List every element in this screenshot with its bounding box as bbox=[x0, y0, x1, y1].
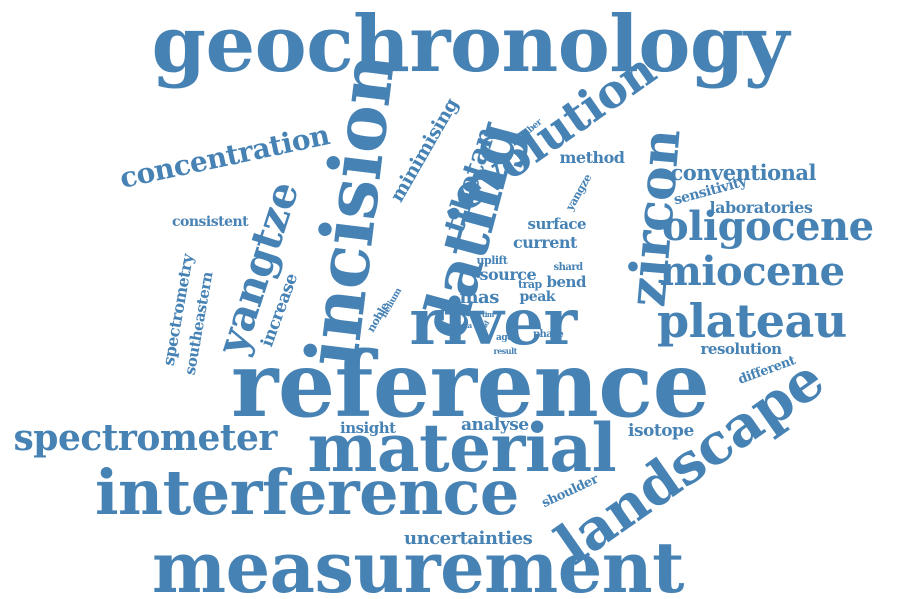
word-phase: phase bbox=[533, 329, 564, 340]
word-consistent: consistent bbox=[172, 214, 249, 230]
word-tim: tim bbox=[482, 309, 494, 319]
word-plateau: plateau bbox=[657, 294, 847, 348]
word-interference: interference bbox=[95, 456, 519, 529]
word-laboratories: laboratories bbox=[709, 198, 813, 217]
word-incision: incision bbox=[288, 48, 411, 372]
word-current: current bbox=[513, 233, 577, 252]
word-isotope: isotope bbox=[628, 420, 694, 441]
word-conventional: conventional bbox=[670, 159, 817, 185]
word-oligocene: oligocene bbox=[662, 203, 874, 250]
word-surface: surface bbox=[527, 214, 587, 233]
word-river: river bbox=[409, 285, 578, 360]
word-spectrometer: spectrometer bbox=[13, 417, 278, 459]
word-uplift: uplift bbox=[476, 253, 508, 267]
word-peak: peak bbox=[519, 289, 556, 305]
word-yangze: yangze bbox=[562, 171, 594, 213]
word-data: data bbox=[456, 320, 473, 330]
word-reference: reference bbox=[231, 332, 710, 438]
word-mas: mas bbox=[459, 287, 500, 308]
word-uncertainties: uncertainties bbox=[404, 528, 533, 549]
word-method: method bbox=[559, 148, 626, 167]
word-analyse: analyse bbox=[461, 414, 529, 435]
word-age: age bbox=[496, 332, 513, 343]
word-resolution: resolution bbox=[700, 339, 783, 358]
word-measurement: measurement bbox=[152, 526, 685, 599]
word-trap: trap bbox=[518, 277, 542, 291]
word-shard: shard bbox=[553, 262, 584, 273]
word-miocene: miocene bbox=[659, 248, 846, 295]
word-insight: insight bbox=[340, 418, 396, 437]
word-concentration: concentration bbox=[116, 118, 332, 195]
word-material: material bbox=[307, 409, 617, 487]
word-result: result bbox=[493, 346, 518, 356]
word-geochronology: geochronology bbox=[151, 0, 790, 90]
word-source: source bbox=[479, 265, 537, 284]
word-bend: bend bbox=[546, 272, 587, 291]
